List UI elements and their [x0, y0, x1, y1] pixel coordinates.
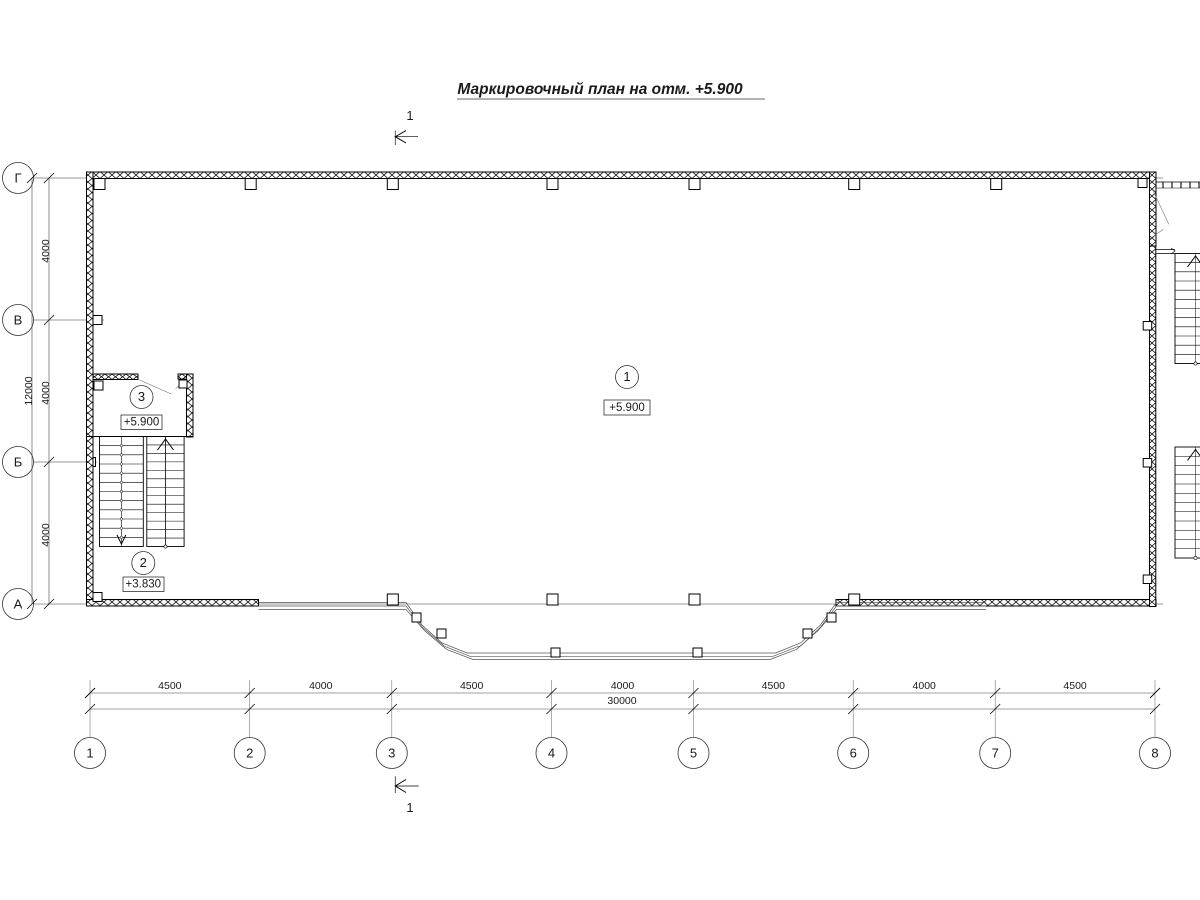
- svg-text:7: 7: [992, 746, 999, 761]
- svg-text:4500: 4500: [762, 680, 786, 692]
- svg-text:4000: 4000: [40, 523, 52, 547]
- svg-text:30000: 30000: [607, 695, 636, 707]
- svg-text:8: 8: [1151, 746, 1158, 761]
- svg-text:1: 1: [86, 746, 93, 761]
- svg-text:4000: 4000: [913, 680, 937, 692]
- svg-text:А: А: [14, 597, 23, 612]
- svg-text:3: 3: [138, 389, 145, 404]
- svg-text:4500: 4500: [460, 680, 484, 692]
- svg-text:+5.900: +5.900: [124, 417, 160, 429]
- svg-text:4500: 4500: [1063, 680, 1087, 692]
- svg-text:В: В: [14, 313, 23, 328]
- svg-text:4: 4: [548, 746, 555, 761]
- svg-text:1: 1: [623, 369, 630, 384]
- svg-text:1: 1: [406, 108, 413, 123]
- svg-text:Маркировочный план на отм. +5.: Маркировочный план на отм. +5.900: [457, 81, 743, 98]
- svg-text:4000: 4000: [40, 239, 52, 263]
- svg-text:6: 6: [850, 746, 857, 761]
- svg-text:1: 1: [406, 800, 413, 815]
- svg-text:Г: Г: [14, 171, 21, 186]
- svg-text:3: 3: [388, 746, 395, 761]
- svg-text:2: 2: [246, 746, 253, 761]
- svg-text:4000: 4000: [309, 680, 333, 692]
- svg-text:4500: 4500: [158, 680, 182, 692]
- svg-text:+5.900: +5.900: [609, 402, 645, 414]
- svg-text:12000: 12000: [23, 376, 35, 405]
- svg-text:Б: Б: [14, 455, 23, 470]
- svg-text:+3.830: +3.830: [126, 579, 162, 591]
- svg-text:2: 2: [140, 555, 147, 570]
- svg-text:5: 5: [690, 746, 697, 761]
- svg-text:4000: 4000: [40, 381, 52, 405]
- svg-text:4000: 4000: [611, 680, 635, 692]
